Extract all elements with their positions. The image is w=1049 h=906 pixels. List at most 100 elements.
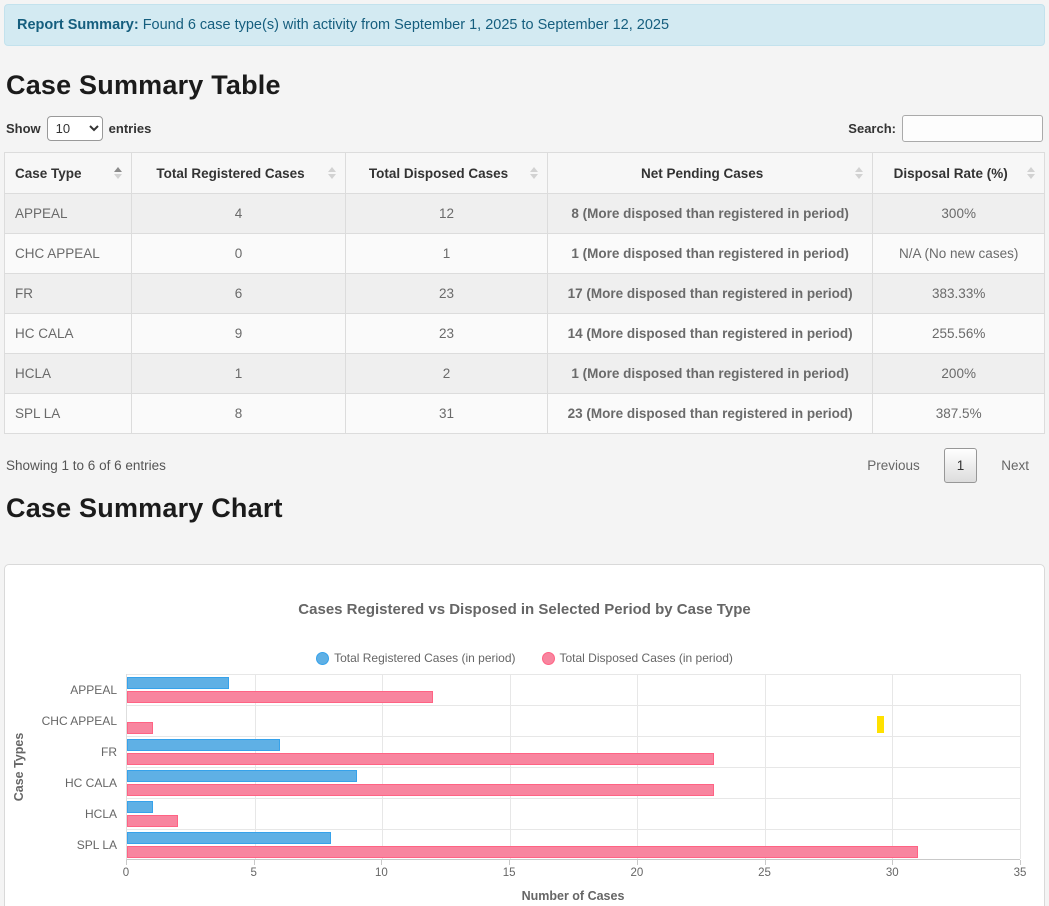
- registered-bar[interactable]: [127, 832, 331, 844]
- net-pending-cell: 14 (More disposed than registered in per…: [547, 314, 873, 354]
- legend-dot-icon: [316, 652, 329, 665]
- axis-tick: [637, 860, 638, 865]
- registered-cell: 1: [131, 354, 345, 394]
- yellow-highlight-marker: [877, 716, 884, 733]
- x-tick-label: 5: [234, 867, 274, 879]
- x-tick-label: 10: [361, 867, 401, 879]
- column-header-case-type[interactable]: Case Type: [5, 153, 132, 194]
- axis-tick: [765, 860, 766, 865]
- search-control: Search:: [848, 115, 1043, 142]
- disposal-rate-cell: 200%: [873, 354, 1045, 394]
- disposed-bar[interactable]: [127, 722, 153, 734]
- chart-legend: Total Registered Cases (in period) Total …: [5, 651, 1044, 665]
- y-tick-label: CHC APPEAL: [5, 714, 117, 728]
- registered-bar[interactable]: [127, 770, 357, 782]
- page-length-select[interactable]: 10: [47, 116, 103, 141]
- net-pending-cell: 23 (More disposed than registered in per…: [547, 394, 873, 434]
- legend-item[interactable]: Total Registered Cases (in period): [316, 651, 515, 665]
- x-tick-label: 20: [617, 867, 657, 879]
- disposed-cell: 1: [346, 234, 548, 274]
- table-row: HC CALA 9 23 14 (More disposed than regi…: [5, 314, 1045, 354]
- chart-plot: [126, 674, 1020, 860]
- gridline: [127, 705, 1020, 706]
- case-type-cell: SPL LA: [5, 394, 132, 434]
- gridline: [127, 736, 1020, 737]
- disposal-rate-cell: 383.33%: [873, 274, 1045, 314]
- pagination: Previous 1 Next: [853, 448, 1043, 483]
- sort-icon: [855, 167, 863, 179]
- column-label: Total Disposed Cases: [369, 166, 508, 181]
- column-header-rate[interactable]: Disposal Rate (%): [873, 153, 1045, 194]
- table-row: HCLA 1 2 1 (More disposed than registere…: [5, 354, 1045, 394]
- column-header-registered[interactable]: Total Registered Cases: [131, 153, 345, 194]
- sort-icon: [1027, 167, 1035, 179]
- case-type-cell: CHC APPEAL: [5, 234, 132, 274]
- table-row: APPEAL 4 12 8 (More disposed than regist…: [5, 194, 1045, 234]
- y-tick-label: APPEAL: [5, 683, 117, 697]
- disposed-cell: 12: [346, 194, 548, 234]
- net-pending-cell: 8 (More disposed than registered in peri…: [547, 194, 873, 234]
- registered-bar[interactable]: [127, 801, 153, 813]
- case-type-cell: APPEAL: [5, 194, 132, 234]
- case-summary-table: Case Type Total Registered Cases Total D…: [4, 152, 1045, 434]
- registered-bar[interactable]: [127, 739, 280, 751]
- net-pending-cell: 17 (More disposed than registered in per…: [547, 274, 873, 314]
- sort-asc-icon: [114, 167, 122, 179]
- table-row: SPL LA 8 31 23 (More disposed than regis…: [5, 394, 1045, 434]
- next-page-button[interactable]: Next: [987, 449, 1043, 482]
- registered-cell: 8: [131, 394, 345, 434]
- search-input[interactable]: [902, 115, 1043, 142]
- disposed-bar[interactable]: [127, 753, 714, 765]
- chart-panel: Cases Registered vs Disposed in Selected…: [4, 564, 1045, 906]
- previous-page-button[interactable]: Previous: [853, 449, 934, 482]
- gridline: [127, 674, 1020, 675]
- gridline: [1020, 674, 1021, 859]
- axis-tick: [381, 860, 382, 865]
- disposed-cell: 23: [346, 274, 548, 314]
- disposal-rate-cell: 255.56%: [873, 314, 1045, 354]
- registered-bar[interactable]: [127, 677, 229, 689]
- net-pending-cell: 1 (More disposed than registered in peri…: [547, 234, 873, 274]
- case-type-cell: HCLA: [5, 354, 132, 394]
- search-label: Search:: [848, 121, 896, 136]
- page-number-button[interactable]: 1: [944, 448, 978, 483]
- x-tick-label: 15: [489, 867, 529, 879]
- column-label: Disposal Rate (%): [894, 166, 1008, 181]
- legend-item[interactable]: Total Disposed Cases (in period): [542, 651, 733, 665]
- gridline: [127, 829, 1020, 830]
- disposed-cell: 2: [346, 354, 548, 394]
- registered-cell: 4: [131, 194, 345, 234]
- net-pending-cell: 1 (More disposed than registered in peri…: [547, 354, 873, 394]
- column-header-pending[interactable]: Net Pending Cases: [547, 153, 873, 194]
- case-type-cell: FR: [5, 274, 132, 314]
- case-type-cell: HC CALA: [5, 314, 132, 354]
- registered-cell: 9: [131, 314, 345, 354]
- entries-label: entries: [109, 121, 152, 136]
- bar-chart: Cases Registered vs Disposed in Selected…: [5, 565, 1044, 906]
- gridline: [127, 798, 1020, 799]
- x-tick-label: 30: [872, 867, 912, 879]
- disposal-rate-cell: 300%: [873, 194, 1045, 234]
- sort-icon: [530, 167, 538, 179]
- legend-dot-icon: [542, 652, 555, 665]
- disposed-bar[interactable]: [127, 815, 178, 827]
- show-label: Show: [6, 121, 41, 136]
- disposal-rate-cell: N/A (No new cases): [873, 234, 1045, 274]
- disposed-bar[interactable]: [127, 846, 918, 858]
- x-tick-label: 25: [745, 867, 785, 879]
- column-label: Case Type: [15, 166, 82, 181]
- x-axis-label: Number of Cases: [126, 889, 1020, 903]
- column-label: Net Pending Cases: [641, 166, 763, 181]
- disposed-bar[interactable]: [127, 691, 433, 703]
- y-tick-label: FR: [5, 745, 117, 759]
- axis-tick: [1020, 860, 1021, 865]
- registered-cell: 6: [131, 274, 345, 314]
- column-header-disposed[interactable]: Total Disposed Cases: [346, 153, 548, 194]
- x-tick-label: 35: [1000, 867, 1040, 879]
- table-row: FR 6 23 17 (More disposed than registere…: [5, 274, 1045, 314]
- disposed-bar[interactable]: [127, 784, 714, 796]
- report-page: Report Summary: Found 6 case type(s) wit…: [0, 0, 1049, 906]
- legend-label: Total Registered Cases (in period): [334, 651, 515, 665]
- entries-info: Showing 1 to 6 of 6 entries: [6, 458, 166, 473]
- y-tick-label: HC CALA: [5, 776, 117, 790]
